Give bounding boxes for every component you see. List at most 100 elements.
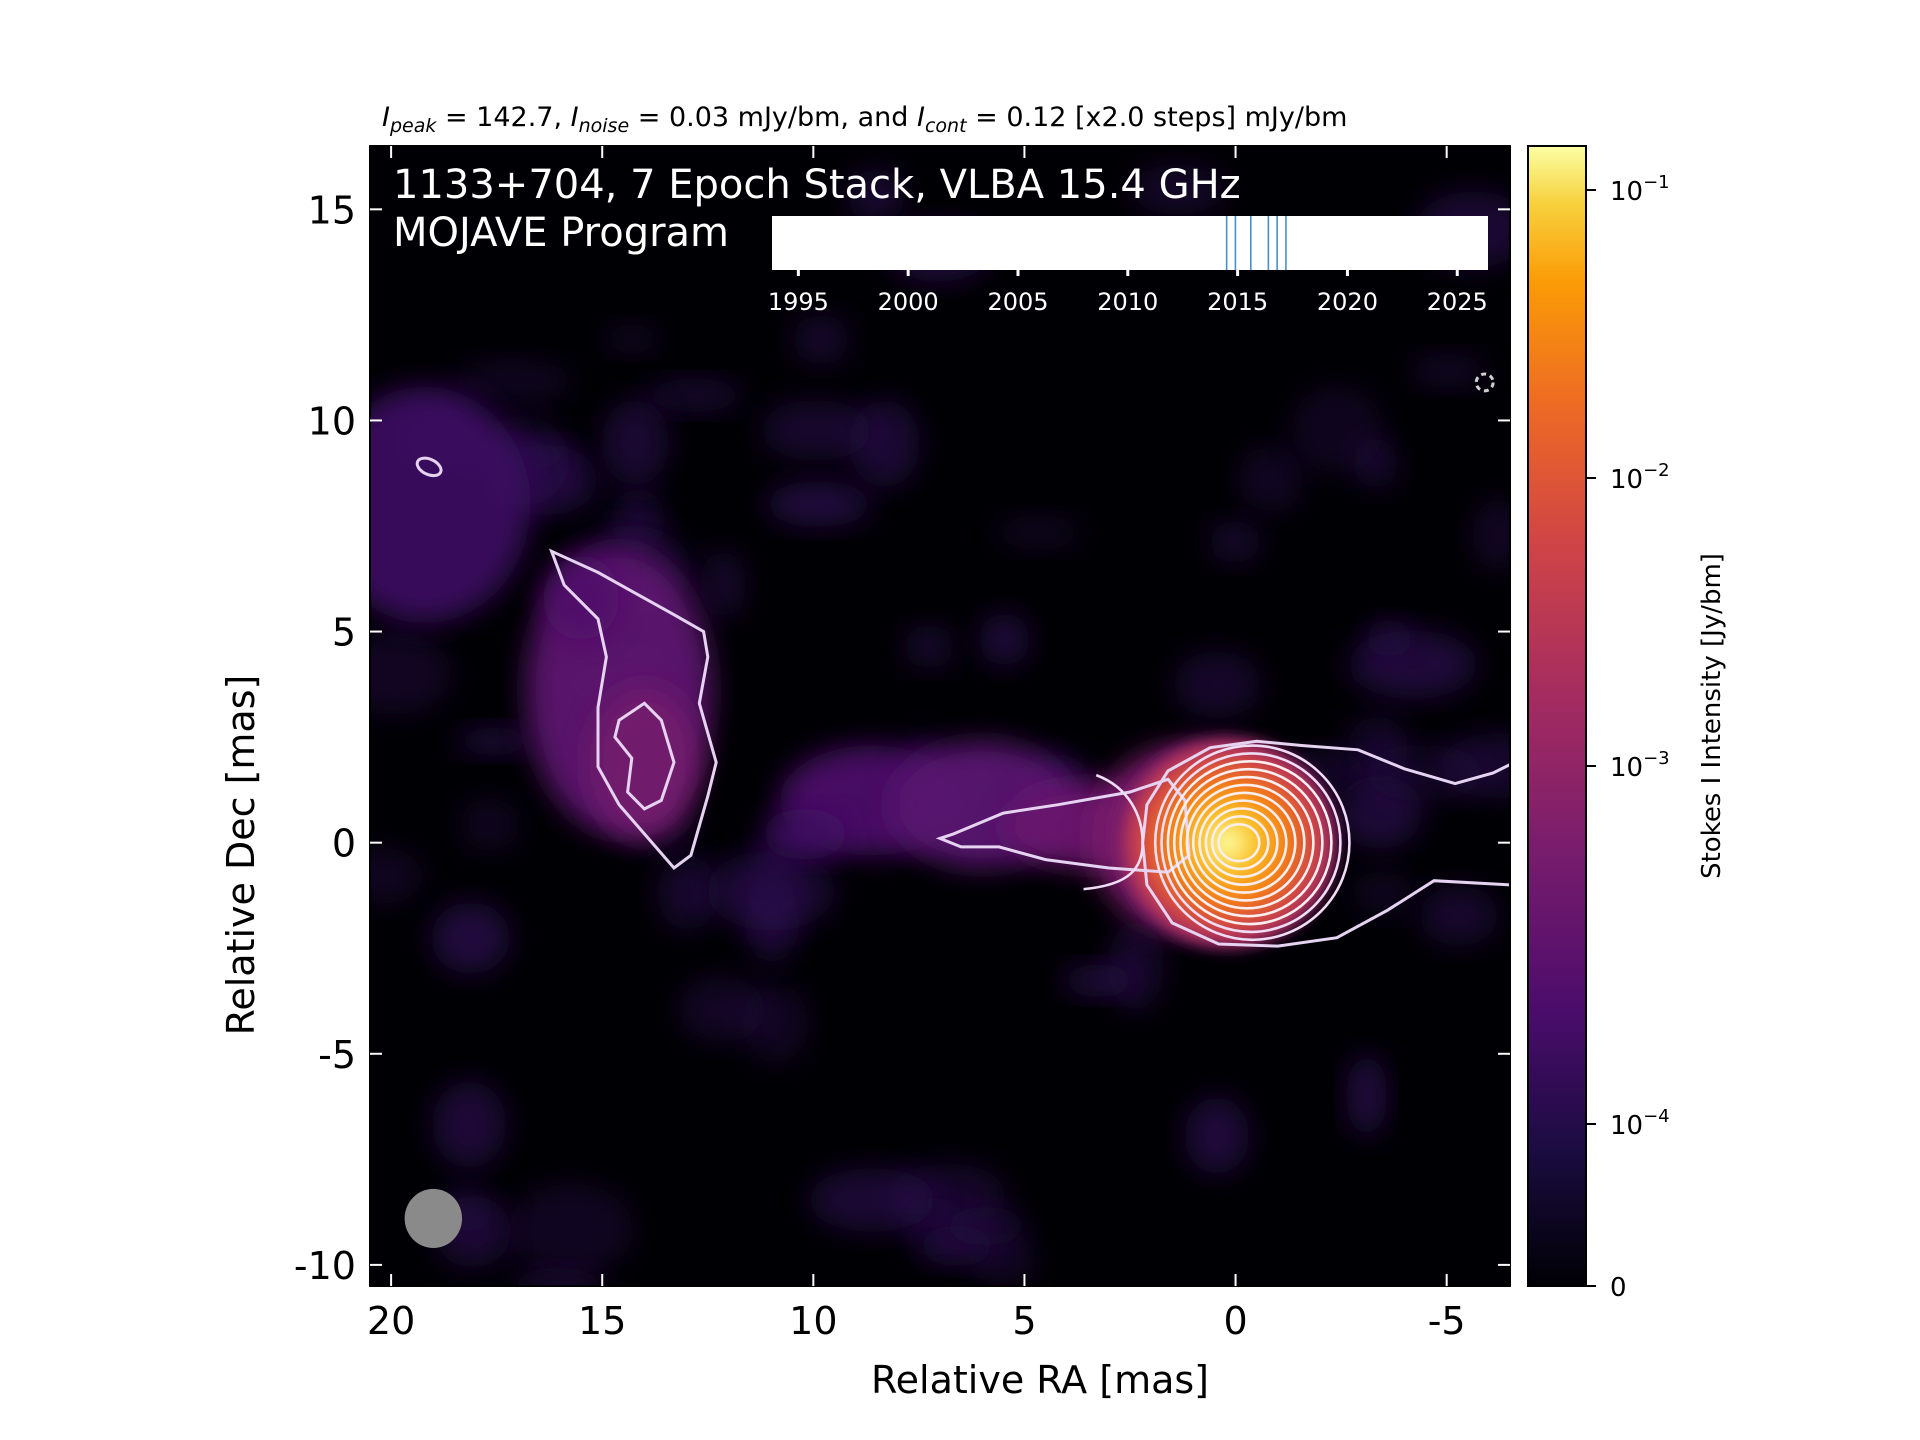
noise-blob	[432, 1081, 507, 1169]
beam-ellipse	[404, 1188, 463, 1248]
x-tick-label: 10	[789, 1299, 837, 1343]
contour-line	[1166, 759, 1333, 926]
source-title: 1133+704, 7 Epoch Stack, VLBA 15.4 GHz	[393, 162, 1241, 208]
timeline-tick-label: 2005	[987, 288, 1048, 316]
timeline-box	[772, 216, 1488, 270]
x-tick-label: 5	[1012, 1299, 1036, 1343]
noise-blob	[700, 550, 746, 619]
contour-line	[1172, 767, 1324, 918]
jet-emission	[589, 686, 700, 839]
contour-line	[1198, 799, 1288, 886]
y-axis-ticks: 15 10 5 0 -5 -10	[294, 188, 1510, 1288]
noise-blob	[1346, 1054, 1387, 1137]
contour-line	[935, 777, 1191, 874]
noise-blob	[604, 323, 660, 355]
x-axis-label: Relative RA [mas]	[871, 1358, 1209, 1402]
timeline-tick-label: 2000	[878, 288, 939, 316]
noise-blob	[370, 847, 425, 904]
timeline-tick-label: 1995	[768, 288, 829, 316]
noise-blob	[1291, 386, 1383, 474]
noise-blob	[459, 797, 520, 851]
contour-line	[613, 701, 676, 811]
contour-line	[1210, 815, 1270, 871]
x-tick-label: 20	[367, 1299, 415, 1343]
noise-blob	[1419, 885, 1499, 946]
noise-blob	[792, 314, 849, 365]
negative-contour	[1474, 372, 1495, 393]
y-tick-label: 15	[308, 188, 356, 232]
contour-line	[1217, 822, 1261, 863]
noise-blob	[678, 977, 766, 1042]
noise-blob	[1184, 1097, 1250, 1175]
noise-blob	[996, 515, 1081, 550]
contour-line	[1160, 752, 1342, 934]
noise-blob	[808, 1168, 936, 1232]
emission-map	[370, 165, 1510, 1286]
noise-blob	[978, 612, 1030, 666]
y-tick-label: 0	[332, 822, 356, 866]
noise-blob	[847, 169, 905, 224]
x-axis-ticks: 20 15 10 5 0 -5	[367, 146, 1466, 1343]
colorbar-ticks: 10−1 10−2 10−3 10−4 0	[1586, 172, 1670, 1303]
noise-blob	[644, 378, 744, 412]
contour-lines	[415, 372, 1510, 948]
figure-title: Ipeak = 142.7, Inoise = 0.03 mJy/bm, and…	[382, 102, 1347, 137]
jet-emission	[543, 555, 620, 640]
noise-blob	[1365, 618, 1414, 658]
noise-blob	[509, 1268, 606, 1286]
y-tick-label: 5	[332, 611, 356, 655]
x-tick-label: 15	[578, 1299, 626, 1343]
noise-blob	[1173, 651, 1261, 719]
timeline-ticks: 1995 2000 2005 2010 2015 2020 2025	[768, 270, 1488, 316]
colorbar: 10−1 10−2 10−3 10−4 0 Stokes I Intensity [Jy…	[1527, 145, 1727, 1303]
y-tick-label: -5	[318, 1033, 356, 1077]
contour-line	[1179, 775, 1315, 910]
colorbar-tick-label: 10−4	[1610, 1106, 1670, 1141]
contour-line	[1083, 773, 1144, 891]
timeline-tick-label: 2025	[1427, 288, 1488, 316]
noise-blob	[508, 1183, 634, 1274]
contour-line	[415, 456, 443, 478]
colorbar-gradient	[1527, 145, 1587, 1287]
colorbar-label: Stokes I Intensity [Jy/bm]	[1697, 553, 1727, 879]
noise-blob	[455, 726, 533, 756]
noise-blob	[1238, 446, 1304, 512]
noise-blob	[1108, 920, 1164, 1012]
contour-line	[1191, 791, 1297, 894]
noise-blob	[1472, 499, 1510, 571]
noise-blob	[452, 359, 573, 405]
noise-blob	[903, 624, 955, 669]
noise-blob	[431, 902, 511, 974]
core-emission	[1109, 728, 1346, 957]
jet-emission	[762, 808, 848, 860]
timeline-tick-label: 2015	[1207, 288, 1268, 316]
contour-line	[1204, 807, 1279, 879]
timeline-tick-label: 2010	[1097, 288, 1158, 316]
noise-blob	[761, 400, 872, 461]
epoch-timeline: 1995 2000 2005 2010 2015 2020 2025	[768, 216, 1488, 316]
noise-blob	[1062, 964, 1135, 998]
colorbar-tick-label: 10−1	[1610, 172, 1670, 207]
program-label: MOJAVE Program	[393, 210, 729, 256]
colorbar-tick-label: 10−3	[1610, 748, 1670, 783]
contour-line	[548, 548, 718, 871]
noise-blob	[601, 399, 670, 486]
x-tick-label: -5	[1428, 1299, 1466, 1343]
noise-blob	[657, 855, 719, 931]
noise-blob	[765, 481, 872, 527]
timeline-tick-label: 2020	[1317, 288, 1378, 316]
noise-blob	[370, 632, 452, 715]
y-axis-label: Relative Dec [mas]	[219, 675, 263, 1036]
timeline-epochs	[1225, 216, 1287, 270]
image-frame	[369, 145, 1511, 1287]
contour-line	[1141, 739, 1510, 948]
noise-blob	[1130, 165, 1226, 215]
jet-emission	[370, 386, 531, 624]
noise-blob	[945, 1207, 1027, 1246]
y-tick-label: 10	[308, 399, 356, 443]
colorbar-tick-label: 10−2	[1610, 460, 1670, 495]
noise-blob	[707, 850, 836, 931]
noise-blob	[1209, 520, 1262, 563]
